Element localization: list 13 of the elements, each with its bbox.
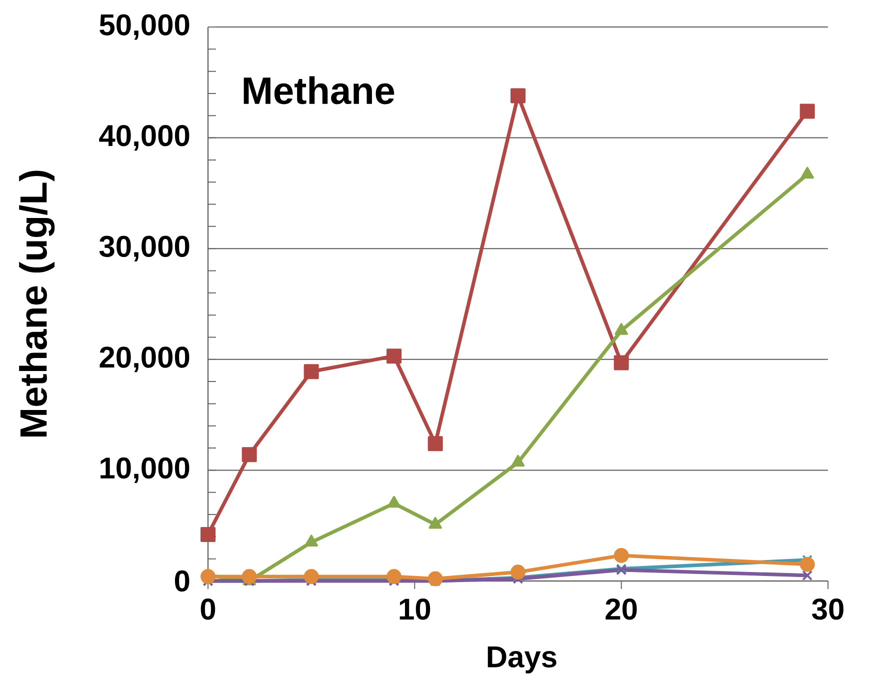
text: Methane xyxy=(244,76,394,104)
y-tick-label: 30,000 xyxy=(99,236,190,262)
x-axis-title: Days xyxy=(488,646,556,674)
y-tick-label: 10,000 xyxy=(100,457,190,483)
y-axis-title: Methane (ug/L) xyxy=(19,170,55,437)
y-tick-label: 50,000 xyxy=(100,14,190,40)
x-tick-label: 20 xyxy=(606,598,637,620)
y-tick-label: 20,000 xyxy=(100,346,190,372)
y-tick-label: 40,000 xyxy=(99,124,190,151)
x-tick-label: 30 xyxy=(812,598,844,620)
x-tick-label: 10 xyxy=(400,598,430,620)
x-tick-label: 0 xyxy=(200,598,216,620)
y-tick-label: 0 xyxy=(174,570,190,592)
